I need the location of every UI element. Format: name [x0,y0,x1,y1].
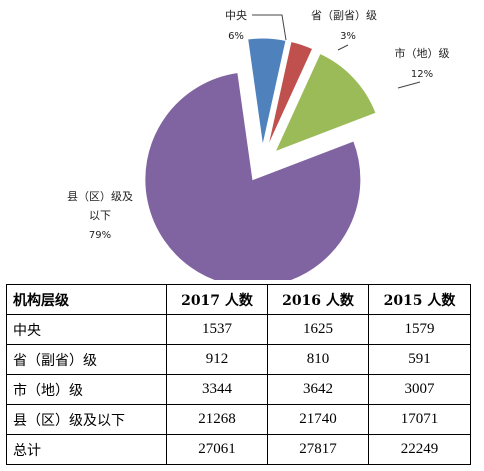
table-cell: 21268 [166,404,268,435]
leader-line [397,81,421,89]
table-row: 中央 1537 1625 1579 [6,314,471,345]
table-row: 市（地）级 3344 3642 3007 [6,374,471,405]
table-header-row: 机构层级 2017 人数 2016 人数 2015 人数 [6,284,471,315]
table-cell: 3007 [368,374,471,405]
table-cell: 17071 [368,404,471,435]
row-label: 县（区）级及以下 [6,404,167,435]
slice-label: 省（副省）级 [311,9,377,22]
table-cell: 21740 [267,404,369,435]
row-label: 中央 [6,314,167,345]
leader-line [252,14,287,41]
header-cell: 2015 人数 [368,284,471,315]
row-label: 总计 [6,434,167,465]
table-cell: 591 [368,344,471,375]
slice-label: 市（地）级 [395,46,450,60]
slice-percent-label: 6% [228,31,244,42]
table-row: 县（区）级及以下 21268 21740 17071 [6,404,471,435]
slice-label: 县（区）级及 [67,190,133,203]
table-cell: 810 [267,344,369,375]
table-cell: 27817 [267,434,369,465]
table-cell: 912 [166,344,268,375]
slice-percent-label: 3% [340,31,356,42]
pie-slice [144,71,362,280]
pie-slice [274,52,377,153]
table-row: 总计 27061 27817 22249 [6,434,471,465]
data-table: 机构层级 2017 人数 2016 人数 2015 人数 中央 1537 162… [6,284,471,465]
header-cell: 2017 人数 [166,284,268,315]
row-label: 市（地）级 [6,374,167,405]
pie-chart: 中央 6% 省（副省）级 3% 市（地）级 12% 县（区）级及 以下 79% [67,9,450,280]
table-cell: 27061 [166,434,268,465]
table-row: 省（副省）级 912 810 591 [6,344,471,375]
slice-label: 以下 [89,209,111,222]
pie-slice [247,37,287,147]
table-cell: 22249 [368,434,471,465]
table-cell: 1537 [166,314,268,345]
slice-percent-label: 12% [411,69,433,80]
pie-chart-svg: 中央 6% 省（副省）级 3% 市（地）级 12% 县（区）级及以下 79% [67,9,450,280]
table-cell: 3642 [267,374,369,405]
header-cell: 2016 人数 [267,284,369,315]
header-cell: 机构层级 [6,284,167,315]
slice-label: 中央 [225,9,247,22]
pie-slice [267,40,314,148]
leader-line [337,44,349,51]
slice-percent-label: 79% [89,230,111,241]
table-cell: 3344 [166,374,268,405]
table-cell: 1625 [267,314,369,345]
row-label: 省（副省）级 [6,344,167,375]
table-cell: 1579 [368,314,471,345]
